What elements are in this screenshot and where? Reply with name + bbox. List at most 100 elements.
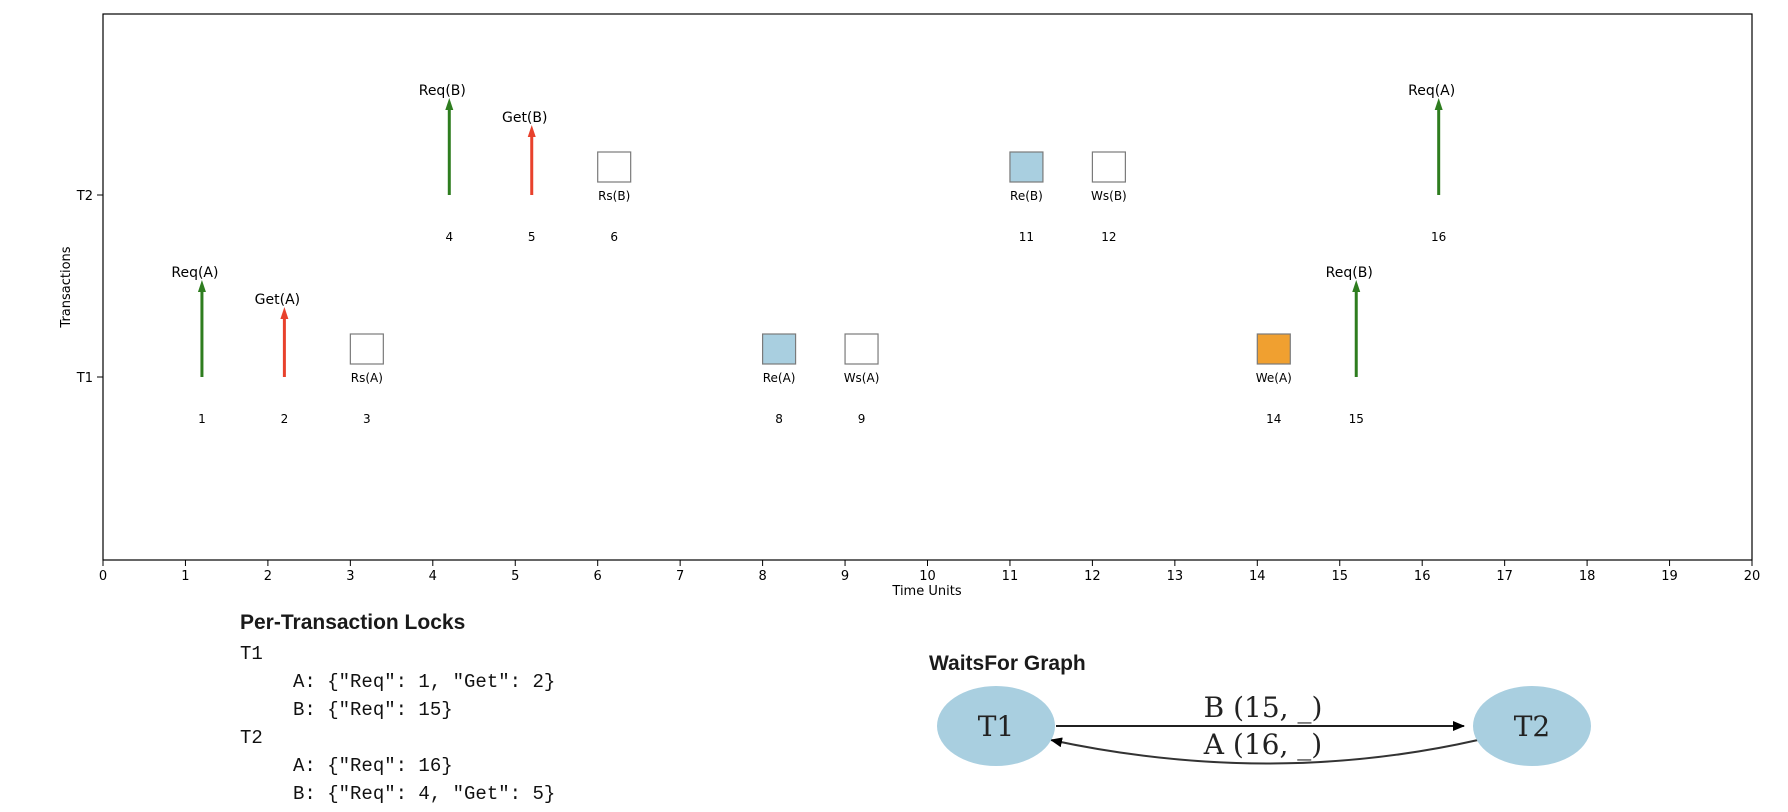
x-tick-label: 9 — [841, 569, 849, 584]
event-label: Req(B) — [419, 83, 466, 99]
x-tick-label: 19 — [1661, 569, 1678, 584]
grant-arrow-head — [527, 125, 536, 137]
x-tick-label: 16 — [1414, 569, 1431, 584]
event-index: 6 — [610, 230, 618, 244]
plot-frame — [102, 13, 1753, 561]
edge-t2-t1 — [1050, 737, 1479, 765]
waitsfor-graph: B (15, _) A (16, _) T1 T2 — [937, 686, 1591, 766]
event-shared: Rs(A) 3 — [349, 333, 384, 426]
event-index: 5 — [528, 230, 536, 244]
event-label: Req(A) — [171, 265, 218, 281]
x-tick-label: 20 — [1744, 569, 1761, 584]
x-tick-label: 15 — [1331, 569, 1348, 584]
x-tick-label: 18 — [1579, 569, 1596, 584]
event-shared: Ws(B) 12 — [1091, 151, 1127, 244]
transaction-heading: T1 — [240, 643, 263, 665]
x-axis-ticks: 0 1 2 3 4 5 6 7 8 9 10 11 12 13 14 15 16 17 18 19 20 — [99, 560, 1760, 584]
event-index: 8 — [775, 412, 783, 426]
event-label: Re(A) — [763, 371, 796, 385]
lock-entry: B: {"Req": 15} — [293, 699, 453, 721]
event-grant: Get(B) 5 — [502, 110, 547, 244]
lock-box — [844, 333, 879, 365]
event-shared: Rs(B) 6 — [597, 151, 632, 244]
event-label: Get(B) — [502, 110, 547, 126]
x-tick-label: 13 — [1167, 569, 1184, 584]
lock-box — [597, 151, 632, 183]
event-index: 11 — [1019, 230, 1034, 244]
lock-entry: A: {"Req": 1, "Get": 2} — [293, 671, 556, 693]
request-arrow-head — [197, 280, 206, 292]
node-label-t2: T2 — [1514, 710, 1551, 743]
event-label: Req(A) — [1408, 83, 1455, 99]
x-tick-label: 11 — [1002, 569, 1019, 584]
x-tick-label: 2 — [264, 569, 272, 584]
event-marks: Req(A) 1 Get(A) 2 Rs(A) 3 Req(B) 4 Get(B) 5 Rs(B) 6… — [171, 83, 1455, 426]
lock-entry: A: {"Req": 16} — [293, 755, 453, 777]
y-tick-label: T1 — [76, 371, 93, 386]
x-tick-label: 4 — [429, 569, 437, 584]
lock-box — [1091, 151, 1126, 183]
request-arrow-head — [1352, 280, 1361, 292]
event-shared: Ws(A) 9 — [844, 333, 880, 426]
lock-entry: B: {"Req": 4, "Get": 5} — [293, 783, 556, 805]
x-tick-label: 1 — [181, 569, 189, 584]
request-arrow-head — [445, 98, 454, 110]
transaction-heading: T2 — [240, 727, 263, 749]
event-exclusive_read: Re(B) 11 — [1009, 151, 1044, 244]
event-exclusive_read: Re(A) 8 — [761, 333, 797, 426]
event-request: Req(A) 16 — [1408, 83, 1455, 244]
event-index: 12 — [1101, 230, 1116, 244]
request-arrow-head — [1434, 98, 1443, 110]
y-tick-label: T2 — [76, 189, 93, 204]
x-tick-label: 0 — [99, 569, 107, 584]
y-axis-label: Transactions — [59, 246, 74, 328]
node-t2 — [1473, 686, 1591, 766]
x-tick-label: 8 — [758, 569, 766, 584]
x-tick-label: 14 — [1249, 569, 1266, 584]
x-tick-label: 6 — [594, 569, 602, 584]
event-label: Get(A) — [255, 292, 300, 308]
event-label: Req(B) — [1326, 265, 1373, 281]
lock-box — [1256, 333, 1291, 365]
x-tick-label: 17 — [1496, 569, 1513, 584]
event-index: 9 — [858, 412, 866, 426]
x-tick-label: 7 — [676, 569, 684, 584]
x-tick-label: 5 — [511, 569, 519, 584]
y-axis-ticks: T1 T2 — [76, 189, 103, 386]
event-index: 4 — [445, 230, 453, 244]
lock-box — [1009, 151, 1044, 183]
x-tick-label: 3 — [346, 569, 354, 584]
event-index: 14 — [1266, 412, 1281, 426]
x-axis-label: Time Units — [891, 584, 961, 599]
event-grant: Get(A) 2 — [255, 292, 300, 426]
locks-list: T1 A: {"Req": 1, "Get": 2} B: {"Req": 15} T… — [240, 640, 800, 808]
lock-box — [349, 333, 384, 365]
per-transaction-locks-panel: Per-Transaction Locks T1 A: {"Req": 1, "G… — [240, 610, 800, 810]
event-request: Req(B) 15 — [1326, 265, 1373, 426]
edge-label-t2-t1: A (16, _) — [1203, 728, 1322, 761]
event-label: Re(B) — [1010, 189, 1043, 203]
event-index: 15 — [1349, 412, 1364, 426]
x-tick-label: 12 — [1084, 569, 1101, 584]
event-index: 16 — [1431, 230, 1446, 244]
event-request: Req(B) 4 — [419, 83, 466, 244]
event-index: 2 — [281, 412, 289, 426]
node-t1 — [937, 686, 1055, 766]
locks-title: Per-Transaction Locks — [240, 611, 466, 634]
node-label-t1: T1 — [978, 710, 1015, 743]
edge-label-t1-t2: B (15, _) — [1204, 691, 1323, 724]
waitsfor-title: WaitsFor Graph — [929, 652, 1086, 675]
x-tick-label: 10 — [919, 569, 936, 584]
event-label: Ws(A) — [844, 371, 880, 385]
event-index: 1 — [198, 412, 206, 426]
event-label: Rs(A) — [351, 371, 383, 385]
event-request: Req(A) 1 — [171, 265, 218, 426]
event-label: Ws(B) — [1091, 189, 1127, 203]
event-label: We(A) — [1256, 371, 1292, 385]
event-exclusive_write: We(A) 14 — [1256, 333, 1292, 426]
lock-box — [761, 333, 797, 365]
event-index: 3 — [363, 412, 371, 426]
event-label: Rs(B) — [598, 189, 630, 203]
grant-arrow-head — [280, 307, 289, 319]
